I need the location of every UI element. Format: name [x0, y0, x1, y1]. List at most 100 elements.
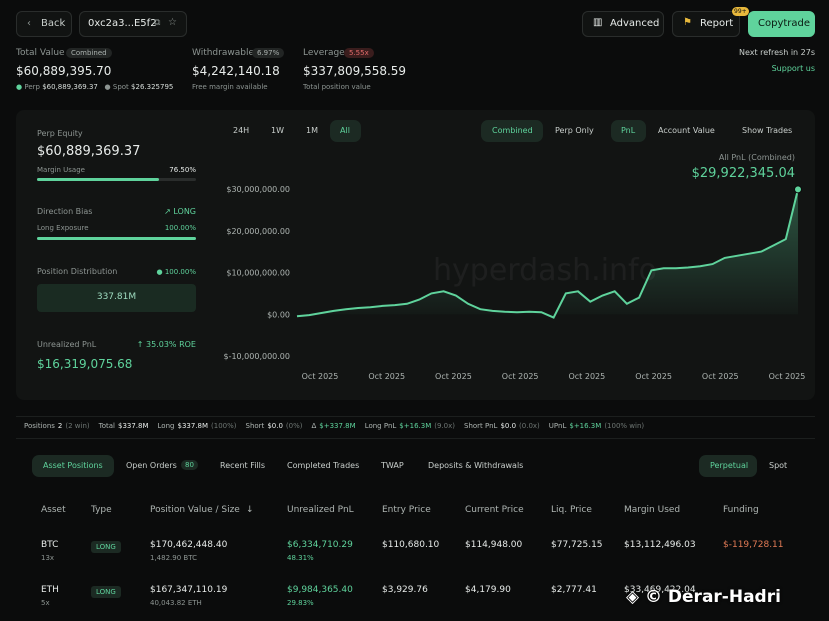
chart-current: $29,922,345.04	[691, 166, 795, 181]
advanced-button[interactable]: ▥ Advanced	[582, 11, 664, 37]
cell-entry: $110,680.10	[382, 540, 440, 550]
address-box[interactable]: 0xc2a3...E5f2 ⧉ ☆	[79, 11, 187, 37]
x-tick-label: Oct 2025	[502, 372, 539, 381]
column-header: Current Price	[465, 505, 524, 515]
summary-item: Long $337.8M (100%)	[158, 422, 237, 430]
direction-value: LONG	[173, 207, 196, 216]
tab[interactable]: Open Orders	[126, 461, 177, 470]
x-tick-label: Oct 2025	[769, 372, 806, 381]
label: Long Exposure	[37, 224, 89, 232]
cell-liq: $77,725.15	[551, 540, 603, 550]
refresh-text: Next refresh in 27s	[738, 48, 815, 57]
stat-value: $4,242,140.18	[192, 64, 280, 78]
view-tab[interactable]: Account Value	[658, 126, 715, 135]
support-link[interactable]: Support us	[771, 64, 815, 73]
summary-label: Long PnL	[364, 422, 397, 430]
view-tab[interactable]: PnL	[621, 126, 636, 135]
cell-position-value: $170,462,448.40	[150, 540, 228, 550]
copytrade-button[interactable]: Copytrade	[748, 11, 815, 37]
advanced-label: Advanced	[610, 18, 660, 29]
mode-tab[interactable]: Combined	[492, 126, 533, 135]
tab[interactable]: Recent Fills	[220, 461, 266, 470]
cell-size: 1,482.90 BTC	[150, 554, 197, 562]
stat-label: Withdrawable	[192, 48, 254, 58]
star-icon[interactable]: ☆	[168, 17, 177, 28]
cell-upnl: $6,334,710.29	[287, 540, 353, 550]
stat-label: Total Value	[16, 48, 65, 58]
range-tab[interactable]: 1W	[271, 126, 284, 135]
perp-line: ● Perp $60,889,369.37 ● Spot $26.325795	[16, 83, 174, 91]
cell-leverage: 5x	[41, 599, 50, 607]
distribution-amount: 337.81M	[96, 292, 137, 302]
cell-entry: $3,929.76	[382, 585, 428, 595]
cell-current: $4,179.90	[465, 585, 511, 595]
long-exposure: 100.00%	[164, 224, 196, 232]
range-tab[interactable]: 1M	[306, 126, 318, 135]
roe-value: 35.03% ROE	[146, 340, 196, 349]
copy-icon[interactable]: ⧉	[154, 18, 161, 28]
summary-note: (100% win)	[604, 422, 645, 430]
summary-note: (0%)	[285, 422, 303, 430]
summary-label: Short PnL	[464, 422, 498, 430]
unrealized-pnl: $16,319,075.68	[37, 357, 133, 371]
exposure-bar	[37, 237, 196, 240]
divider	[16, 416, 815, 417]
summary-value: $337.8M	[117, 422, 149, 430]
watermark: ◈ © Derar-Hadri	[626, 587, 781, 607]
view-tab[interactable]: Show Trades	[742, 126, 793, 135]
range-tab[interactable]: 24H	[233, 126, 250, 135]
stat-note: Free margin available	[192, 83, 268, 91]
summary-value: 2	[57, 422, 63, 430]
tab[interactable]: TWAP	[381, 461, 404, 470]
selected-pill	[481, 120, 543, 142]
x-tick-label: Oct 2025	[302, 372, 339, 381]
spot-label: Spot	[112, 83, 129, 91]
cell-margin: $13,112,496.03	[624, 540, 696, 550]
perp-label: Perp	[24, 83, 40, 91]
label: Direction Bias	[37, 207, 93, 216]
mode-tab[interactable]: Perp Only	[555, 126, 594, 135]
line	[296, 189, 799, 319]
selected-pill	[330, 120, 361, 142]
back-button[interactable]: ‹ Back	[16, 11, 72, 37]
summary-item: Total $337.8M	[99, 422, 149, 430]
summary-label: Short	[245, 422, 265, 430]
summary-item: Δ $+337.8M	[311, 422, 355, 430]
summary-note: (0.0x)	[519, 422, 540, 430]
y-tick-label: $-10,000,000.00	[223, 352, 290, 361]
type-badge: LONG	[91, 586, 121, 598]
x-tick-label: Oct 2025	[568, 372, 605, 381]
stat-badge: 6.97%	[252, 48, 285, 58]
tab[interactable]: Asset Positions	[43, 461, 103, 470]
perp-equity: $60,889,369.37	[37, 144, 141, 159]
divider	[16, 438, 815, 439]
summary-note: (9.0x)	[434, 422, 455, 430]
column-header: Position Value / Size	[150, 505, 240, 515]
tab[interactable]: Completed Trades	[287, 461, 360, 470]
report-button[interactable]: ⚑ Report	[672, 11, 740, 37]
area	[297, 189, 798, 318]
y-tick-label: $0.00	[267, 310, 290, 319]
tab[interactable]: Deposits & Withdrawals	[428, 461, 524, 470]
range-tab[interactable]: All	[340, 126, 350, 135]
column-header: Type	[91, 505, 112, 515]
address: 0xc2a3...E5f2	[88, 18, 157, 29]
cell-upnl: $9,984,365.40	[287, 585, 353, 595]
chart-watermark: hyperdash.info	[433, 253, 657, 288]
summary-item: Positions 2 (2 win)	[24, 422, 90, 430]
cell-position-value: $167,347,110.19	[150, 585, 228, 595]
market-tab[interactable]: Perpetual	[710, 461, 749, 470]
roe: ↑ 35.03% ROE	[136, 340, 196, 349]
tab-badge: 80	[181, 460, 198, 470]
label: Position Distribution	[37, 267, 118, 276]
cell-upnl-pct: 29.83%	[287, 599, 314, 607]
selected-pill	[32, 455, 114, 477]
copytrade-label: Copytrade	[758, 18, 811, 29]
back-label: Back	[41, 18, 66, 29]
market-tab[interactable]: Spot	[769, 461, 788, 470]
end-dot	[794, 185, 802, 194]
margin-bar	[37, 178, 159, 181]
cell-asset: BTC	[41, 540, 59, 550]
summary-label: Total	[98, 422, 115, 430]
stat-note: Total position value	[303, 83, 371, 91]
